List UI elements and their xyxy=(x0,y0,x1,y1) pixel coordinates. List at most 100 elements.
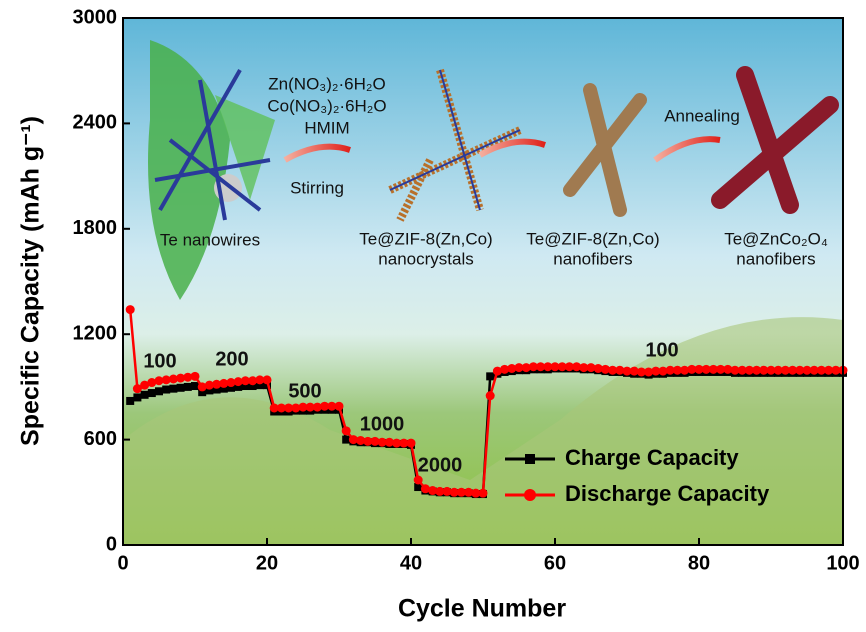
data-point xyxy=(600,364,610,374)
data-point xyxy=(744,365,754,375)
schematic-label: Zn(NO₃)₂·6H₂O xyxy=(268,74,385,93)
schematic-label: Te@ZIF-8(Zn,Co) xyxy=(526,229,659,248)
schematic-label: Stirring xyxy=(290,178,344,197)
data-point xyxy=(384,437,394,447)
schematic-label: HMIM xyxy=(304,118,349,137)
data-point xyxy=(579,363,589,373)
schematic-label: nanofibers xyxy=(736,249,815,268)
legend-label: Discharge Capacity xyxy=(565,481,770,506)
data-point xyxy=(183,382,192,391)
data-point xyxy=(191,382,199,391)
data-point xyxy=(312,402,322,412)
data-point xyxy=(334,401,344,411)
data-point xyxy=(435,486,445,496)
data-point xyxy=(190,371,200,381)
data-point xyxy=(449,487,459,497)
x-axis-label: Cycle Number xyxy=(398,595,566,623)
schematic-label: nanofibers xyxy=(553,249,632,268)
data-point xyxy=(680,365,690,375)
data-point xyxy=(557,362,567,372)
data-point xyxy=(723,364,733,374)
legend-marker xyxy=(525,454,535,464)
data-point xyxy=(240,376,250,386)
data-point xyxy=(406,438,416,448)
data-point xyxy=(204,380,214,390)
data-point xyxy=(507,363,517,373)
data-point xyxy=(831,365,841,375)
data-point xyxy=(708,364,718,374)
data-point xyxy=(615,365,625,375)
data-point xyxy=(154,376,164,386)
data-point xyxy=(716,364,726,374)
data-point xyxy=(824,365,834,375)
data-point xyxy=(155,387,163,396)
data-point xyxy=(219,378,229,388)
schematic-label: nanocrystals xyxy=(378,249,473,268)
data-point xyxy=(262,375,272,385)
data-point xyxy=(255,375,265,385)
axis-frame xyxy=(122,17,844,546)
data-point xyxy=(564,362,574,372)
schematic-label: Annealing xyxy=(664,106,740,125)
y-tick-label: 1800 xyxy=(73,217,118,239)
data-point xyxy=(356,435,366,445)
rate-annotation: 2000 xyxy=(418,454,463,476)
data-point xyxy=(413,475,423,485)
data-point xyxy=(528,362,538,372)
data-point xyxy=(161,375,171,385)
data-point xyxy=(255,381,264,390)
data-point xyxy=(140,380,150,390)
data-point xyxy=(234,382,243,391)
data-point xyxy=(219,384,228,393)
data-point xyxy=(780,365,790,375)
data-point xyxy=(241,382,250,391)
data-point xyxy=(132,384,142,394)
data-point xyxy=(672,365,682,375)
data-point xyxy=(766,365,776,375)
data-point xyxy=(162,385,171,394)
plot-area xyxy=(125,305,848,499)
data-point xyxy=(298,402,308,412)
data-point xyxy=(492,366,502,376)
data-point xyxy=(629,366,639,376)
data-point xyxy=(168,374,178,384)
data-point xyxy=(342,435,351,444)
data-point xyxy=(248,382,257,391)
y-tick-label: 1200 xyxy=(73,322,118,344)
schematic-label: Te@ZIF-8(Zn,Co) xyxy=(359,229,492,248)
rate-annotation: 1000 xyxy=(360,413,405,435)
data-point xyxy=(773,365,783,375)
data-point xyxy=(485,391,495,401)
data-point xyxy=(809,365,819,375)
data-point xyxy=(226,378,236,388)
data-point xyxy=(341,426,351,436)
data-point xyxy=(658,366,668,376)
x-tick-label: 40 xyxy=(400,552,422,574)
data-point xyxy=(572,362,582,372)
data-point xyxy=(521,363,531,373)
data-point xyxy=(701,364,711,374)
data-point xyxy=(147,389,156,398)
data-point xyxy=(514,363,524,373)
data-point xyxy=(291,403,301,413)
data-point xyxy=(687,364,697,374)
data-point xyxy=(651,366,661,376)
data-point xyxy=(169,384,178,393)
data-point xyxy=(622,366,632,376)
rate-annotation: 100 xyxy=(143,350,176,372)
data-point xyxy=(176,373,186,383)
y-tick-label: 2400 xyxy=(73,112,118,134)
data-point xyxy=(133,393,142,402)
data-point xyxy=(752,365,762,375)
data-point xyxy=(125,305,135,315)
data-point xyxy=(802,365,812,375)
data-point xyxy=(269,403,279,413)
data-point xyxy=(428,486,438,496)
data-point xyxy=(197,382,207,392)
data-point xyxy=(147,378,157,388)
data-point xyxy=(205,386,214,395)
y-tick-label: 600 xyxy=(84,428,117,450)
legend-marker xyxy=(524,489,536,501)
rate-annotation: 100 xyxy=(645,339,678,361)
data-point xyxy=(471,488,481,498)
